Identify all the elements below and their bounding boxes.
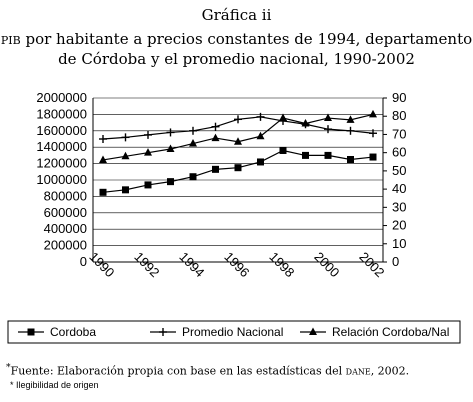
x-tick-label: 2000	[311, 249, 342, 280]
point-square	[189, 173, 197, 181]
point-square	[212, 165, 219, 173]
figure-title: Gráfica ii	[201, 6, 272, 24]
point-triangle	[189, 139, 197, 147]
point-diamond	[189, 126, 197, 135]
y-left-tick-label: 1600000	[36, 123, 87, 138]
figure-subtitle-line-2: de Córdoba y el promedio nacional, 1990-…	[58, 50, 415, 68]
point-square	[302, 151, 309, 159]
legend-label: Promedio Nacional	[182, 325, 283, 339]
point-diamond	[256, 112, 265, 121]
source-note: *Fuente: Elaboración propia con base en …	[6, 362, 409, 378]
legend-box	[7, 320, 461, 344]
y-right-tick-label: 60	[392, 145, 406, 160]
source-dane: dane	[345, 364, 371, 378]
line-chart: 0200000400000600000800000100000012000001…	[7, 90, 461, 344]
point-diamond	[324, 125, 332, 134]
point-triangle	[144, 148, 152, 156]
point-triangle	[166, 144, 175, 153]
point-square	[167, 178, 174, 186]
y-left-tick-label: 1800000	[36, 106, 87, 121]
y-left-tick-label: 200000	[44, 238, 87, 253]
point-diamond	[99, 135, 107, 143]
point-square	[324, 151, 332, 159]
series-square	[99, 146, 377, 196]
source-mark: *	[6, 362, 11, 373]
series-line	[102, 149, 374, 193]
y-right-tick-label: 40	[392, 181, 406, 196]
point-legend-diamond	[159, 328, 167, 336]
point-triangle	[99, 155, 107, 163]
y-right-tick-label: 90	[392, 90, 406, 105]
point-diamond	[121, 133, 130, 142]
point-square	[257, 158, 264, 166]
series-diamond	[99, 112, 377, 143]
point-legend-square	[27, 328, 35, 336]
point-triangle	[346, 115, 355, 123]
source-tail: , 2002.	[370, 364, 410, 378]
point-diamond	[144, 130, 152, 139]
source-text: Fuente: Elaboración propia con base en l…	[10, 364, 346, 378]
pib-abbrev: pib	[0, 30, 21, 48]
y-left-tick-label: 600000	[44, 205, 87, 220]
point-square	[144, 181, 152, 189]
footnote: * Ilegibilidad de origen	[10, 380, 99, 390]
y-left-tick-label: 2000000	[36, 90, 87, 105]
y-right-tick-label: 0	[392, 254, 399, 269]
point-legend-triangle	[309, 327, 317, 335]
x-tick-label: 1992	[131, 249, 162, 280]
series-triangle	[99, 109, 377, 163]
x-tick-label: 1990	[86, 249, 117, 280]
point-triangle	[211, 133, 220, 142]
point-square	[99, 188, 107, 196]
point-diamond	[166, 128, 175, 137]
point-square	[122, 186, 129, 194]
point-diamond	[211, 122, 220, 131]
point-triangle	[256, 131, 265, 140]
y-left-tick-label: 1200000	[36, 156, 87, 171]
y-left-tick-label: 800000	[44, 188, 87, 203]
legend: Cordoba Promedio Nacional Relación Cordoba…	[7, 320, 461, 344]
point-diamond	[369, 129, 377, 138]
x-tick-label: 1994	[176, 249, 207, 280]
legend-label: Cordoba	[50, 325, 96, 339]
y-right-tick-label: 80	[392, 108, 406, 123]
point-triangle	[324, 113, 332, 122]
y-left-tick-label: 400000	[44, 221, 87, 236]
subtitle-text: por habitante a precios constantes de 19…	[20, 30, 473, 48]
x-tick-label: 1996	[221, 249, 252, 280]
point-triangle	[369, 109, 377, 118]
legend-label: Relación Cordoba/Nal	[332, 325, 449, 339]
y-left-tick-label: 1000000	[36, 172, 87, 187]
point-diamond	[346, 126, 355, 135]
series-group	[99, 109, 377, 196]
point-square	[369, 153, 377, 161]
point-square	[234, 164, 242, 172]
x-tick-label: 1998	[266, 249, 297, 280]
y-right-tick-label: 10	[392, 236, 406, 251]
y-left-tick-label: 0	[80, 254, 87, 269]
y-right-tick-label: 30	[392, 199, 406, 214]
point-square	[279, 146, 287, 154]
point-diamond	[234, 115, 242, 124]
y-right-tick-label: 70	[392, 126, 406, 141]
figure-subtitle-line-1: pib por habitante a precios constantes d…	[0, 30, 473, 49]
y-right-tick-label: 20	[392, 218, 406, 233]
x-axis-ticks: 1990 1992 1994 1996 1998 2000 2002	[86, 249, 387, 280]
y-left-tick-label: 1400000	[36, 139, 87, 154]
y-right-tick-label: 50	[392, 163, 406, 178]
point-triangle	[279, 113, 287, 122]
point-square	[347, 156, 354, 163]
right-axis-ticks: 0 10 20 30 40 50 60 70 80 90	[383, 90, 406, 269]
point-triangle	[301, 119, 310, 127]
point-triangle	[121, 151, 130, 160]
point-triangle	[234, 137, 242, 145]
